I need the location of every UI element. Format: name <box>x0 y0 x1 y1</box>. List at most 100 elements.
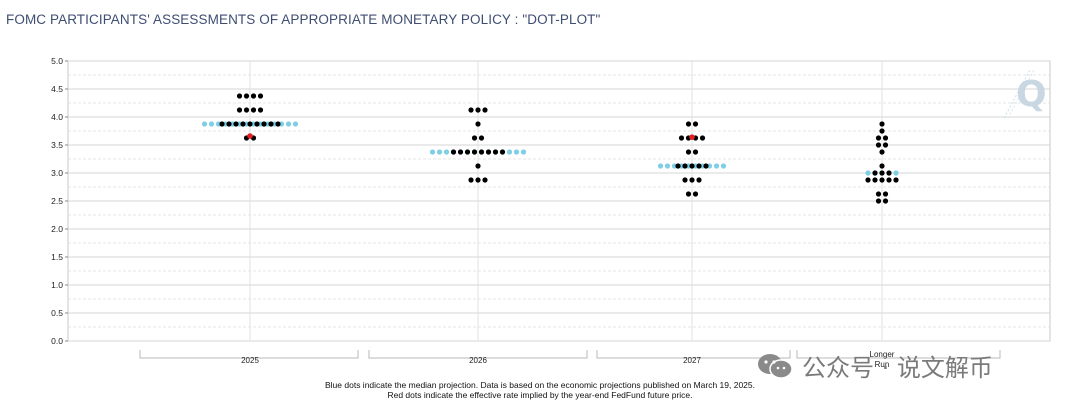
participant-dot <box>879 128 885 134</box>
y-tick-label: 5.0 <box>51 56 63 66</box>
participant-dot <box>257 107 264 113</box>
participant-dot <box>240 121 246 127</box>
q-logo-letter: Q <box>1016 74 1047 115</box>
x-category-label: Longer <box>870 350 895 359</box>
median-dot <box>443 149 450 155</box>
participant-dot <box>464 149 471 155</box>
participant-dot <box>478 149 485 155</box>
futures-implied-dot <box>689 134 695 140</box>
median-dot <box>285 121 292 127</box>
participant-dot <box>236 107 243 113</box>
participant-dot <box>468 107 474 113</box>
participant-dot <box>678 135 685 141</box>
chart-title: FOMC PARTICIPANTS' ASSESSMENTS OF APPROP… <box>6 12 601 27</box>
participant-dot <box>243 107 250 113</box>
participant-dot <box>699 135 706 141</box>
participant-dot <box>450 149 457 155</box>
median-dot <box>208 121 215 127</box>
participant-dot <box>482 107 488 113</box>
participant-dot <box>471 149 478 155</box>
median-dot <box>893 170 899 176</box>
y-tick-label: 1.0 <box>51 280 63 290</box>
y-tick-label: 2.0 <box>51 224 63 234</box>
participant-dot <box>692 121 699 127</box>
participant-dot <box>886 177 892 183</box>
watermark-text: 公众号 · 说文解币 <box>802 354 993 382</box>
median-dot <box>657 163 664 169</box>
x-category-bracket <box>368 350 588 359</box>
median-dot <box>720 163 727 169</box>
participant-dot <box>882 142 889 148</box>
x-category-bracket <box>139 350 359 359</box>
participant-dot <box>475 121 481 127</box>
participant-dot <box>268 121 274 127</box>
y-tick-label: 4.5 <box>51 84 63 94</box>
participant-dot <box>882 191 889 197</box>
wechat-icon <box>756 351 794 381</box>
median-dot <box>292 121 299 127</box>
participant-dot <box>233 121 239 127</box>
median-dot <box>436 149 443 155</box>
participant-dot <box>872 170 878 176</box>
participant-dot <box>696 163 702 169</box>
y-tick-label: 2.5 <box>51 196 63 206</box>
participant-dot <box>689 163 695 169</box>
y-tick-label: 3.5 <box>51 140 63 150</box>
participant-dot <box>879 121 885 127</box>
participant-dot <box>682 163 688 169</box>
participant-dot <box>882 198 889 204</box>
participant-dot <box>886 170 892 176</box>
participant-dot <box>499 149 506 155</box>
axis-layer: 5.0 4.5 4.0 3.5 3.0 2.5 2.0 1.5 1.0 0.5 0.0 2025 202… <box>51 56 1001 369</box>
dots-layer <box>201 93 899 204</box>
footnote-futures: Red dots indicate the effective rate imp… <box>387 390 693 400</box>
median-dot <box>506 149 513 155</box>
participant-dot <box>254 121 260 127</box>
participant-dot <box>485 149 492 155</box>
participant-dot <box>875 135 882 141</box>
participant-dot <box>219 121 225 127</box>
participant-dot <box>475 107 481 113</box>
participant-dot <box>879 149 885 155</box>
participant-dot <box>468 177 474 183</box>
participant-dot <box>685 149 692 155</box>
participant-dot <box>675 163 681 169</box>
participant-dot <box>482 177 488 183</box>
x-category-label: Run <box>875 360 890 369</box>
participant-dot <box>685 121 692 127</box>
median-dot <box>520 149 527 155</box>
participant-dot <box>703 163 709 169</box>
participant-dot <box>875 191 882 197</box>
x-category-label: 2025 <box>241 356 259 365</box>
participant-dot <box>692 149 699 155</box>
y-tick-label: 4.0 <box>51 112 63 122</box>
participant-dot <box>236 93 243 99</box>
median-dot <box>664 163 671 169</box>
participant-dot <box>243 93 250 99</box>
median-dot <box>865 170 871 176</box>
participant-dot <box>261 121 267 127</box>
y-tick-label: 0.5 <box>51 308 63 318</box>
participant-dot <box>682 177 688 183</box>
q-logo-icon: Q <box>1000 66 1047 122</box>
participant-dot <box>875 142 882 148</box>
x-category-bracket <box>796 350 1001 359</box>
participant-dot <box>471 135 478 141</box>
median-dot <box>429 149 436 155</box>
participant-dot <box>250 107 257 113</box>
participant-dot <box>696 177 702 183</box>
median-dot <box>513 149 520 155</box>
participant-dot <box>692 191 699 197</box>
x-category-bracket <box>596 350 791 359</box>
participant-dot <box>257 93 264 99</box>
participant-dot <box>492 149 499 155</box>
y-tick-label: 1.5 <box>51 252 63 262</box>
participant-dot <box>226 121 232 127</box>
participant-dot <box>247 121 253 127</box>
y-tick-label: 3.0 <box>51 168 63 178</box>
watermark: 公众号 · 说文解币 <box>756 348 993 383</box>
participant-dot <box>475 177 481 183</box>
participant-dot <box>865 177 871 183</box>
